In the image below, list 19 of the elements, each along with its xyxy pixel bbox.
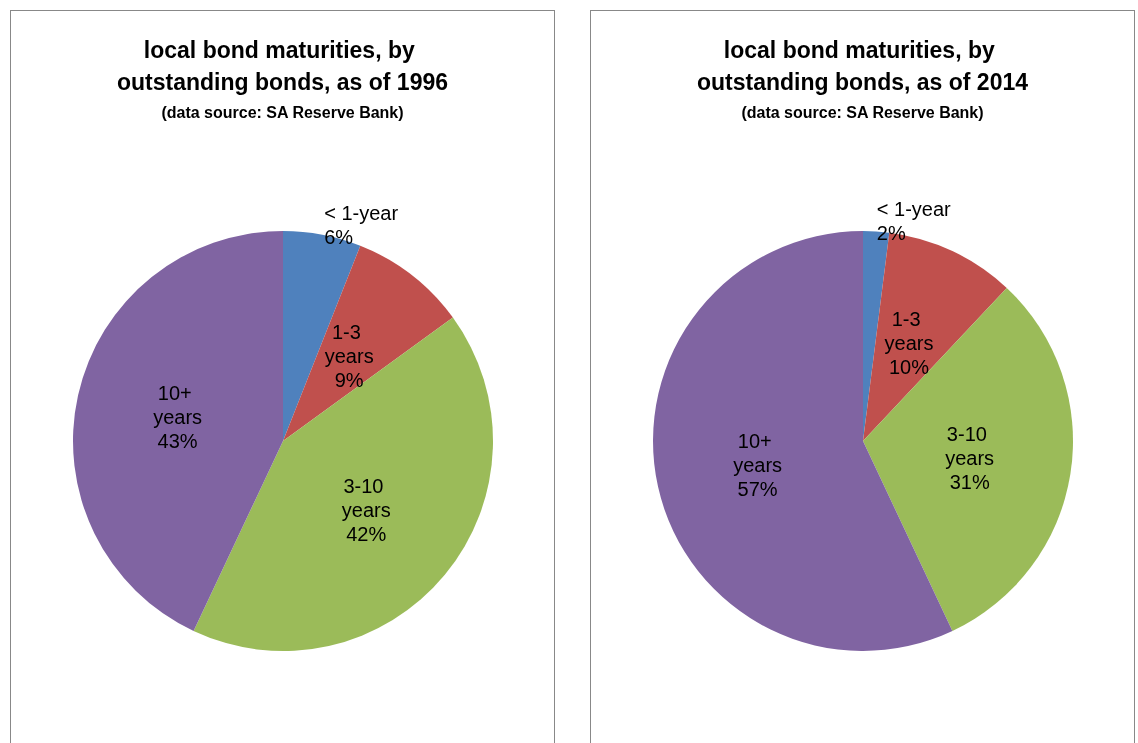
data-label: 43% — [157, 430, 198, 453]
slice-label: 10+ years — [733, 429, 783, 476]
chart-title: local bond maturities, by outstanding bonds, as of 2014 — [697, 37, 1029, 95]
data-label: 2% — [876, 222, 906, 245]
slice-label: 3-10 years — [945, 422, 995, 469]
chart-subtitle: (data source: SA Reserve Bank) — [741, 103, 984, 121]
data-label: 57% — [737, 477, 778, 500]
data-label: 42% — [346, 522, 387, 545]
data-label: 31% — [949, 470, 990, 493]
chart-title: local bond maturities, by outstanding bonds, as of 1996 — [117, 37, 448, 95]
slice-label: 1-3 years — [884, 308, 934, 355]
slice-label: 3-10 years — [341, 474, 391, 521]
slice-label: < 1-year — [324, 201, 399, 224]
slice-label: 1-3 years — [324, 320, 374, 367]
chart-subtitle: (data source: SA Reserve Bank) — [161, 103, 404, 121]
data-label: 10% — [888, 356, 930, 379]
slice-label: 10+ years — [153, 382, 203, 429]
slice-label: < 1-year — [876, 198, 952, 221]
data-label: 9% — [334, 368, 364, 391]
